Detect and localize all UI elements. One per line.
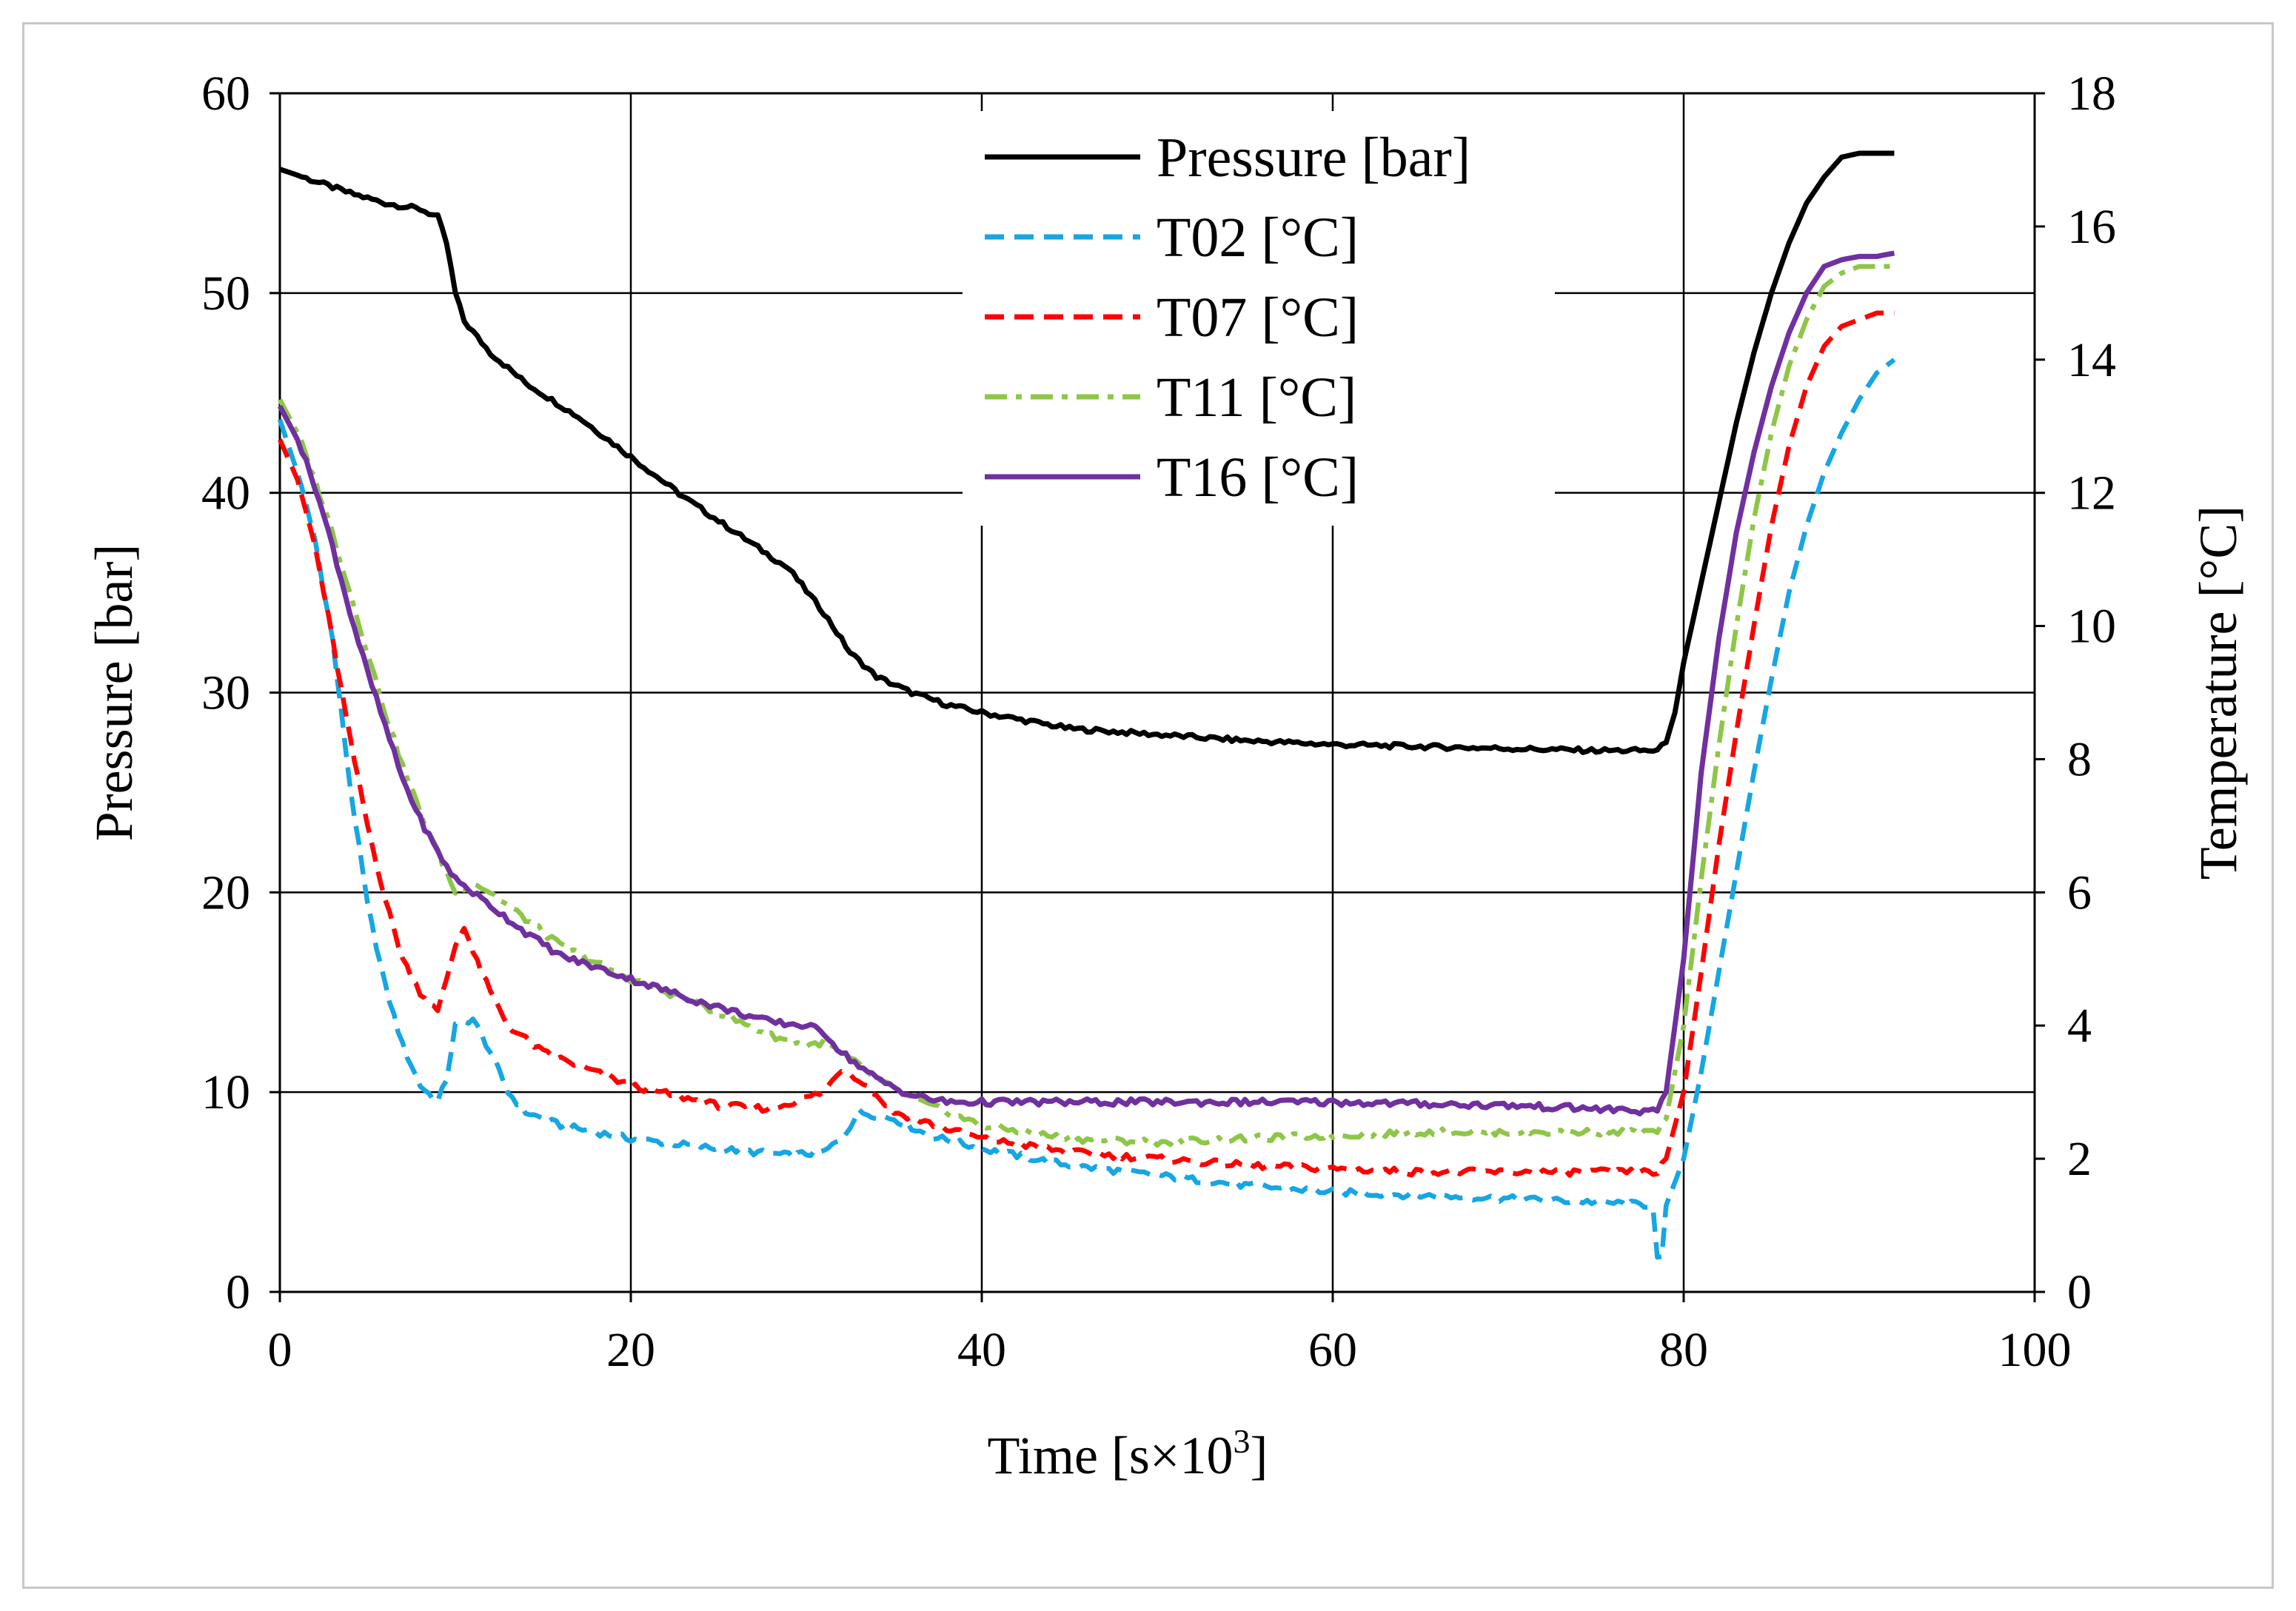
legend-label: T11 [°C] — [1157, 366, 1356, 429]
legend: Pressure [bar] T02 [°C] T07 [°C] T11 [°C] T1… — [963, 111, 1555, 526]
series-line-t16 — [277, 250, 1895, 1116]
y2-tick-label: 16 — [2067, 200, 2116, 254]
y2-tick-label: 12 — [2067, 466, 2116, 520]
legend-label: T07 [°C] — [1157, 287, 1359, 349]
y2-axis-title: Temperature [°C] — [2189, 506, 2248, 880]
legend-label: T16 [°C] — [1157, 446, 1359, 509]
x-axis-title-superscript: 3 — [1234, 1422, 1251, 1460]
y-tick-label: 30 — [201, 666, 250, 720]
y-tick-label: 60 — [201, 67, 250, 121]
legend-label: T02 [°C] — [1157, 207, 1359, 269]
legend-label: Pressure [bar] — [1157, 127, 1470, 189]
x-axis-title-main: Time [s×10 — [988, 1426, 1234, 1485]
y-tick-label: 50 — [201, 267, 250, 321]
x-tick-label: 40 — [957, 1323, 1006, 1377]
x-axis-title: Time [s×103] — [988, 1422, 1268, 1485]
x-tick-label: 0 — [268, 1323, 292, 1377]
axes — [270, 92, 2045, 1302]
series-line-t07 — [278, 310, 1895, 1178]
series-line-pressure — [278, 150, 1895, 755]
x-tick-label: 20 — [606, 1323, 655, 1377]
y2-tick-label: 6 — [2067, 865, 2092, 920]
x-axis-title-end: ] — [1251, 1426, 1268, 1485]
y2-tick-label: 18 — [2067, 67, 2116, 121]
y-tick-label: 0 — [226, 1265, 250, 1319]
y2-tick-label: 2 — [2067, 1132, 2092, 1186]
y-tick-label: 20 — [201, 865, 250, 920]
x-tick-label: 80 — [1659, 1323, 1708, 1377]
series-line-t11 — [278, 264, 1895, 1148]
x-tick-label: 100 — [1998, 1323, 2072, 1377]
y-tick-label: 10 — [201, 1065, 250, 1119]
y-axis-title: Pressure [bar] — [84, 544, 144, 842]
x-tick-label: 60 — [1308, 1323, 1357, 1377]
y-tick-label: 40 — [201, 466, 250, 520]
y2-tick-label: 10 — [2067, 600, 2116, 654]
y2-tick-label: 0 — [2067, 1265, 2092, 1319]
y2-tick-label: 8 — [2067, 732, 2092, 786]
y2-tick-label: 4 — [2067, 999, 2092, 1053]
series-lines — [277, 150, 1896, 1260]
y2-tick-label: 14 — [2067, 333, 2116, 387]
series-line-t02 — [277, 358, 1896, 1260]
